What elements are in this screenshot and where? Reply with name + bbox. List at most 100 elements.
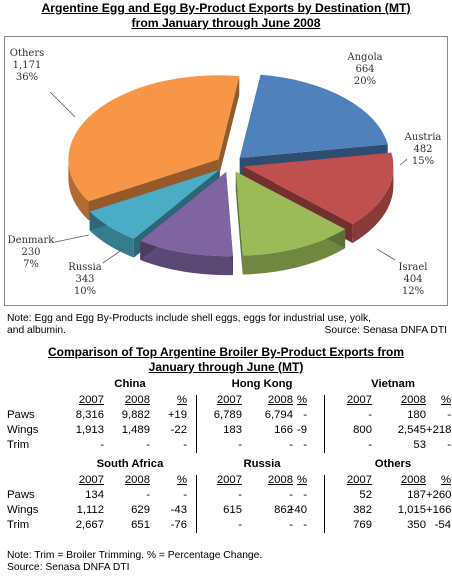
row-label-trim: Trim xyxy=(7,439,30,451)
pie-label-austria-percent: 15% xyxy=(412,156,434,167)
cell-vietnam-wings-2007: 800 xyxy=(353,424,372,436)
cell-hong-kong-wings-2007: 183 xyxy=(223,424,242,436)
cell-china-paws-2007: 8,316 xyxy=(75,409,104,421)
cell-south-africa-trim-2007: 2,667 xyxy=(75,519,104,531)
cell-vietnam-wings-2008: 2,545 xyxy=(397,424,426,436)
column-header-others-2007: 2007 xyxy=(346,474,372,486)
cell-china-wings-pct: -22 xyxy=(170,424,187,436)
column-header-hong-kong-pct: % xyxy=(296,394,307,406)
country-header-hong-kong: Hong Kong xyxy=(231,378,293,390)
cell-hong-kong-trim-2008: - xyxy=(289,439,293,451)
pie-label-russia-name: Russia xyxy=(68,262,101,273)
table-title-line2: January through June (MT) xyxy=(148,360,304,374)
cell-vietnam-trim-pct: - xyxy=(447,439,451,451)
table-note-line1: Note: Trim = Broiler Trimming. % = Perce… xyxy=(7,550,263,561)
column-header-vietnam-2008: 2008 xyxy=(400,394,426,406)
column-divider xyxy=(324,475,325,533)
egg-note-line1: Note: Egg and Egg By-Products include sh… xyxy=(7,313,372,324)
cell-others-paws-pct: +260 xyxy=(426,489,452,501)
cell-south-africa-paws-2007: 134 xyxy=(85,489,104,501)
country-header-russia: Russia xyxy=(243,458,281,470)
egg-note-source: Source: Senasa DNFA DTI xyxy=(324,325,447,336)
cell-south-africa-paws-2008: - xyxy=(146,489,150,501)
leader-line-israel xyxy=(376,248,396,261)
cell-china-trim-2007: - xyxy=(100,439,104,451)
cell-south-africa-trim-pct: -76 xyxy=(170,519,187,531)
cell-south-africa-trim-2008: 651 xyxy=(131,519,150,531)
country-header-south-africa: South Africa xyxy=(96,458,164,470)
cell-hong-kong-wings-2008: 166 xyxy=(274,424,293,436)
cell-others-paws-2008: 187 xyxy=(407,489,426,501)
column-divider xyxy=(324,395,325,453)
cell-others-paws-2007: 52 xyxy=(359,489,372,501)
pie-label-israel-name: Israel xyxy=(399,262,428,273)
country-header-others: Others xyxy=(374,458,412,470)
column-header-china-2007: 2007 xyxy=(78,394,104,406)
cell-south-africa-wings-pct: -43 xyxy=(170,504,187,516)
pie-label-angola-value: 664 xyxy=(355,64,374,75)
cell-others-trim-pct: -54 xyxy=(434,519,451,531)
cell-russia-wings-2008: 862 xyxy=(274,504,293,516)
cell-china-wings-2008: 1,489 xyxy=(121,424,150,436)
column-header-south-africa-2007: 2007 xyxy=(78,474,104,486)
pie-label-angola-name: Angola xyxy=(346,52,382,63)
pie-label-others-value: 1,171 xyxy=(13,60,42,71)
leader-line-russia xyxy=(102,248,124,264)
pie-label-austria-name: Austria xyxy=(404,132,442,143)
cell-hong-kong-paws-pct: - xyxy=(303,409,307,421)
leader-line-denmark xyxy=(54,234,90,243)
cell-hong-kong-wings-pct: -9 xyxy=(296,424,307,436)
country-header-china: China xyxy=(114,378,146,390)
leader-line-others xyxy=(49,91,76,118)
chart-title: Argentine Egg and Egg By-Product Exports… xyxy=(0,1,452,31)
cell-china-wings-2007: 1,913 xyxy=(75,424,104,436)
column-header-russia-2008: 2008 xyxy=(267,474,293,486)
pie-label-israel-value: 404 xyxy=(403,274,422,285)
country-header-vietnam: Vietnam xyxy=(371,378,415,390)
table-title-line1: Comparison of Top Argentine Broiler By-P… xyxy=(47,345,405,359)
egg-note: Note: Egg and Egg By-Products include sh… xyxy=(7,313,447,337)
pie-label-denmark-percent: 7% xyxy=(23,259,39,270)
column-divider xyxy=(196,395,197,453)
column-header-russia-pct: % xyxy=(296,474,307,486)
cell-vietnam-paws-2008: 180 xyxy=(407,409,426,421)
row-label-wings: Wings xyxy=(7,504,39,516)
cell-russia-wings-pct: +40 xyxy=(287,504,307,516)
column-header-others-pct: % xyxy=(440,474,451,486)
egg-note-line2: and albumin. xyxy=(7,325,66,336)
column-header-hong-kong-2007: 2007 xyxy=(216,394,242,406)
leader-line-austria xyxy=(399,158,408,166)
cell-hong-kong-paws-2007: 6,789 xyxy=(213,409,242,421)
column-header-russia-2007: 2007 xyxy=(216,474,242,486)
cell-others-wings-pct: +166 xyxy=(426,504,452,516)
table-note-source: Source: Senasa DNFA DTI xyxy=(7,562,130,573)
cell-russia-paws-pct: - xyxy=(303,489,307,501)
pie-label-others-percent: 36% xyxy=(16,72,38,83)
pie-label-denmark-value: 230 xyxy=(21,247,40,258)
cell-china-paws-pct: +19 xyxy=(167,409,187,421)
cell-russia-wings-2007: 615 xyxy=(223,504,242,516)
column-header-south-africa-pct: % xyxy=(176,474,187,486)
pie-label-israel-percent: 12% xyxy=(402,286,424,297)
cell-vietnam-paws-pct: - xyxy=(447,409,451,421)
cell-hong-kong-trim-pct: - xyxy=(303,439,307,451)
cell-russia-trim-2007: - xyxy=(238,519,242,531)
cell-vietnam-trim-2007: - xyxy=(368,439,372,451)
column-header-china-2008: 2008 xyxy=(124,394,150,406)
cell-russia-paws-2007: - xyxy=(238,489,242,501)
cell-hong-kong-trim-2007: - xyxy=(238,439,242,451)
column-divider xyxy=(196,475,197,533)
cell-china-paws-2008: 9,882 xyxy=(121,409,150,421)
cell-vietnam-paws-2007: - xyxy=(368,409,372,421)
cell-china-trim-2008: - xyxy=(146,439,150,451)
row-label-paws: Paws xyxy=(7,489,35,501)
cell-hong-kong-paws-2008: 6,794 xyxy=(264,409,293,421)
cell-russia-paws-2008: - xyxy=(289,489,293,501)
pie-label-others-name: Others xyxy=(10,48,45,59)
pie-label-austria-value: 482 xyxy=(413,144,432,155)
column-header-south-africa-2008: 2008 xyxy=(124,474,150,486)
table-note: Note: Trim = Broiler Trimming. % = Perce… xyxy=(7,550,447,574)
pie-chart-frame: Angola 664 20% Austria 482 15% Israel 404 12% Rus… xyxy=(4,36,448,306)
cell-south-africa-wings-2008: 629 xyxy=(131,504,150,516)
